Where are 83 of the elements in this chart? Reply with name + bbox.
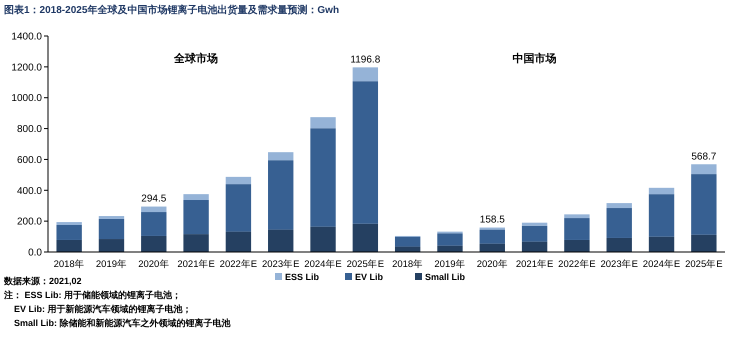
- bar: [691, 234, 717, 252]
- bar: [394, 246, 420, 252]
- text: Small Lib: 除储能和新能源汽车之外领域的锂离子电池: [14, 318, 232, 328]
- legend-label: ESS Lib: [285, 272, 320, 282]
- y-tick-label: 600.0: [16, 154, 42, 166]
- legend-label: EV Lib: [355, 272, 384, 282]
- y-tick-label: 800.0: [16, 124, 42, 136]
- annotation: 全球市场: [173, 52, 218, 65]
- bar: [606, 208, 632, 238]
- bar: [352, 224, 378, 252]
- bar: [268, 160, 294, 230]
- bar: [183, 194, 209, 200]
- x-tick-label: 2021年E: [516, 258, 554, 270]
- x-tick-label: 2020年: [138, 258, 170, 270]
- text: 注： ESS Lib: 用于储能领域的锂离子电池；: [3, 290, 182, 300]
- y-tick-label: 200.0: [16, 216, 42, 228]
- bar: [56, 240, 82, 252]
- bar: [564, 218, 590, 240]
- x-tick-label: 2019年: [434, 258, 466, 270]
- y-tick-label: 400.0: [16, 186, 42, 197]
- x-tick-label: 2024年E: [304, 258, 342, 270]
- bar: [564, 240, 590, 252]
- bar: [310, 117, 336, 128]
- bar: [394, 236, 420, 247]
- bar: [141, 236, 166, 252]
- bar: [352, 67, 378, 82]
- total-label: 568.7: [691, 151, 717, 162]
- bar: [56, 222, 82, 225]
- text: EV Lib: 用于新能源汽车领域的锂离子电池；: [14, 304, 192, 314]
- y-tick-label: 0.0: [28, 248, 42, 258]
- bar: [226, 176, 252, 184]
- bar: [183, 200, 209, 234]
- y-tick-label: 1000.0: [11, 93, 42, 104]
- bar: [141, 206, 166, 212]
- x-tick-label: 2019年: [96, 258, 128, 270]
- x-tick-label: 2018年: [54, 258, 85, 270]
- x-tick-label: 2023年E: [262, 258, 300, 270]
- bar: [606, 238, 632, 252]
- y-tick-label: 1200.0: [11, 62, 42, 74]
- y-tick-label: 1400.0: [11, 32, 42, 42]
- x-tick-label: 2023年E: [600, 258, 638, 270]
- bar: [310, 128, 336, 227]
- bar: [98, 216, 124, 219]
- bar: [480, 244, 505, 252]
- legend-label: Small Lib: [425, 272, 466, 282]
- bar: [98, 218, 124, 240]
- x-tick-label: 2021年E: [177, 258, 215, 270]
- x-tick-label: 2020年: [476, 258, 508, 270]
- total-label: 294.5: [141, 194, 167, 205]
- bar: [691, 174, 717, 235]
- bar: [522, 226, 548, 242]
- bar: [648, 236, 674, 252]
- bar: [480, 230, 505, 244]
- bar: [648, 194, 674, 237]
- bar: [648, 188, 674, 194]
- x-tick-label: 2022年E: [220, 258, 258, 270]
- bar: [522, 242, 548, 252]
- bar: [522, 222, 548, 226]
- bar: [98, 239, 124, 252]
- total-label: 1196.8: [350, 54, 381, 66]
- x-tick-label: 2018年: [392, 258, 424, 270]
- source-note: 数据来源：2021,02: [3, 276, 82, 286]
- x-tick-label: 2025年E: [685, 258, 723, 270]
- bar: [437, 246, 463, 252]
- bar: [606, 203, 632, 208]
- bar: [437, 233, 463, 246]
- x-tick-label: 2022年E: [558, 258, 596, 270]
- bar: [141, 212, 166, 236]
- bar: [226, 232, 252, 252]
- bar: [268, 230, 294, 252]
- bar: [268, 152, 294, 160]
- bar: [226, 184, 252, 232]
- bar: [310, 226, 336, 252]
- total-label: 158.5: [480, 214, 506, 226]
- bar: [691, 164, 717, 174]
- annotation: 中国市场: [512, 52, 557, 65]
- chart-title: 图表1：2018-2025年全球及中国市场锂离子电池出货量及需求量预测：Gwh: [4, 4, 340, 16]
- bar: [564, 214, 590, 218]
- bar: [352, 81, 378, 224]
- bar: [56, 225, 82, 240]
- x-tick-label: 2024年E: [642, 258, 680, 270]
- bar: [183, 234, 209, 252]
- x-tick-label: 2025年E: [346, 258, 384, 270]
